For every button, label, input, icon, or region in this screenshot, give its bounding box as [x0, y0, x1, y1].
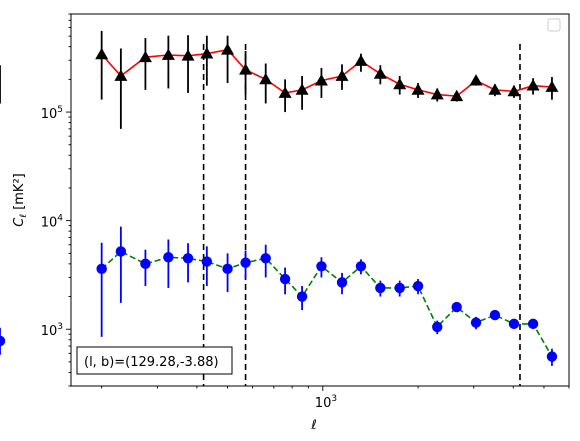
y-tick-label: 105 [41, 105, 63, 122]
series-0-point [507, 84, 521, 97]
series-1-point [163, 252, 174, 263]
series-1-point [201, 256, 213, 267]
series-0-point [278, 86, 292, 98]
series-0-point [200, 47, 214, 59]
series-1-point [508, 318, 520, 330]
series-0-point [526, 79, 540, 91]
series-0-point [373, 67, 387, 79]
series-0-point [221, 43, 235, 55]
series-1-point [394, 282, 405, 294]
series-0-point [239, 63, 253, 75]
series-0-point [469, 74, 483, 86]
annotation-box [76, 346, 233, 375]
axes: 103 104 105 103 ℓ Cℓ [mK²] (l, b)=(129.28,-3.8… [12, 13, 570, 433]
series-1-point [260, 253, 271, 264]
series-1-point [279, 273, 291, 285]
series-0-point [411, 83, 425, 95]
series-0-point [138, 50, 152, 63]
x-axis-label: ℓ [310, 418, 316, 433]
series-1-point [0, 335, 6, 347]
series-0-point [181, 49, 195, 61]
series-1-point [355, 261, 367, 272]
series-1-point [546, 351, 558, 362]
plot-frame [70, 13, 570, 387]
series-0-point [95, 47, 109, 60]
series-0-point [259, 72, 273, 85]
series-0-point [354, 54, 368, 66]
series-1-point [451, 301, 462, 313]
series-1-point [140, 258, 151, 270]
y-tick-label: 103 [41, 322, 63, 339]
series-1-point [96, 263, 107, 275]
series-0-point [430, 88, 444, 100]
series-1-point [412, 280, 424, 292]
series-1-point [296, 291, 308, 302]
series-1-point [470, 317, 482, 328]
series-0-point [545, 80, 559, 92]
legend-box [547, 18, 561, 32]
series-0-point [114, 69, 128, 81]
series-1-point [432, 321, 443, 333]
series-1-point [375, 282, 386, 294]
annotation-text: (l, b)=(129.28,-3.88) [84, 355, 219, 370]
series-0-point [393, 77, 407, 90]
chart-marks [0, 30, 559, 386]
series-1-point [222, 263, 233, 275]
series-1-point [489, 309, 501, 321]
series-0-point [450, 89, 464, 102]
plot-area [71, 14, 569, 386]
series-1-point [115, 246, 127, 257]
plot-background [71, 14, 569, 386]
series-1-point [527, 318, 539, 330]
series-0-point [161, 48, 175, 60]
series-0-point [488, 83, 502, 95]
series-1-point [240, 257, 251, 268]
series-1-point [182, 253, 194, 264]
series-1-point [336, 277, 348, 288]
series-0-point [335, 69, 349, 81]
series-0-point [295, 83, 309, 95]
y-tick-label: 104 [41, 214, 64, 231]
y-axis-label: Cℓ [mK²] [12, 173, 29, 226]
series-0-point [314, 74, 328, 86]
x-tick-label: 103 [315, 394, 337, 411]
series-1-point [316, 261, 327, 272]
